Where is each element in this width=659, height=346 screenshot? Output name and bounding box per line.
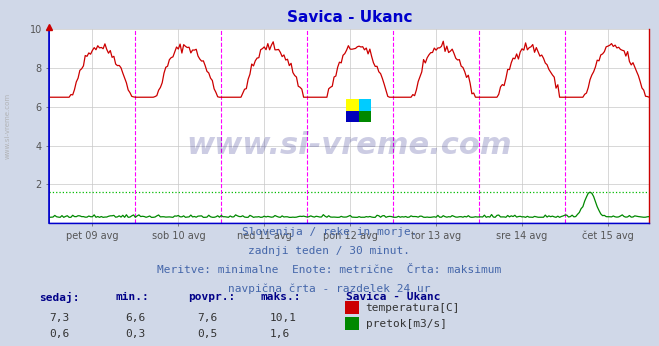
Text: www.si-vreme.com: www.si-vreme.com bbox=[186, 131, 512, 160]
Text: 1,6: 1,6 bbox=[270, 329, 291, 339]
Text: navpična črta - razdelek 24 ur: navpična črta - razdelek 24 ur bbox=[228, 284, 431, 294]
Text: 6,6: 6,6 bbox=[125, 313, 146, 323]
Title: Savica - Ukanc: Savica - Ukanc bbox=[287, 10, 412, 26]
Text: povpr.:: povpr.: bbox=[188, 292, 235, 302]
Text: 7,3: 7,3 bbox=[49, 313, 70, 323]
Text: min.:: min.: bbox=[115, 292, 149, 302]
Text: temperatura[C]: temperatura[C] bbox=[366, 303, 460, 312]
Text: zadnji teden / 30 minut.: zadnji teden / 30 minut. bbox=[248, 246, 411, 256]
Text: 10,1: 10,1 bbox=[270, 313, 297, 323]
Text: 0,5: 0,5 bbox=[198, 329, 218, 339]
Text: sedaj:: sedaj: bbox=[40, 292, 80, 303]
Text: 0,3: 0,3 bbox=[125, 329, 146, 339]
Text: pretok[m3/s]: pretok[m3/s] bbox=[366, 319, 447, 329]
Text: Meritve: minimalne  Enote: metrične  Črta: maksimum: Meritve: minimalne Enote: metrične Črta:… bbox=[158, 265, 501, 275]
Text: 0,6: 0,6 bbox=[49, 329, 70, 339]
Text: Slovenija / reke in morje.: Slovenija / reke in morje. bbox=[242, 227, 417, 237]
Text: Savica - Ukanc: Savica - Ukanc bbox=[346, 292, 440, 302]
Text: 7,6: 7,6 bbox=[198, 313, 218, 323]
Text: maks.:: maks.: bbox=[260, 292, 301, 302]
Text: www.si-vreme.com: www.si-vreme.com bbox=[5, 93, 11, 160]
